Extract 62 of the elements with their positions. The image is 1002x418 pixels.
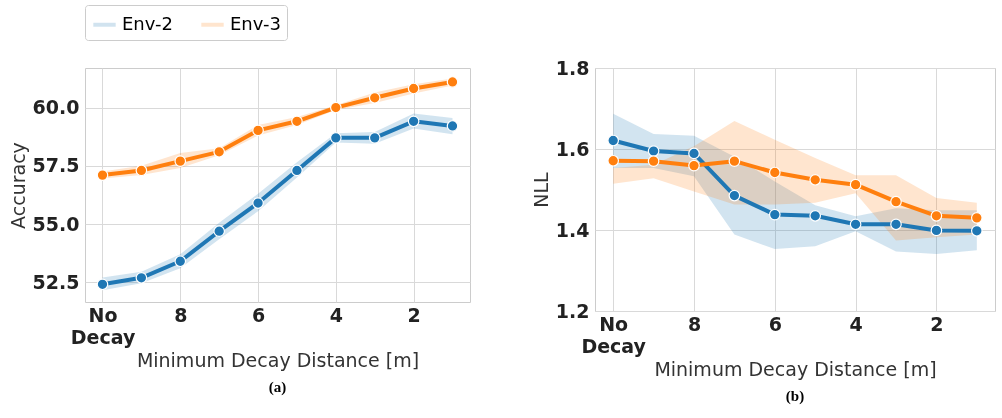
point [970,224,983,237]
point [329,132,342,144]
point [96,169,109,181]
y-axis-title: Accuracy [6,142,29,229]
point [647,155,660,167]
x-axis-title: Minimum Decay Distance [m] [654,357,937,380]
point [728,189,741,202]
x-tick-label: 2 [930,312,944,335]
point [688,147,700,160]
x-tick-label: 2 [407,303,421,326]
x-tick-label: 4 [329,303,343,326]
point [135,164,148,177]
point [809,209,822,222]
point [607,154,620,167]
legend-label: Env-3 [230,12,281,34]
point [368,91,381,104]
y-tick-label: 1.6 [555,137,590,160]
y-tick-label: 60.0 [32,96,80,119]
text: (b) [785,388,805,405]
point [368,132,381,144]
point [970,212,983,224]
point [446,76,459,88]
point [174,155,187,167]
point [213,225,226,238]
point [647,145,660,157]
y-axis-title: NLL [529,171,552,208]
x-axis-title: Minimum Decay Distance [m] [136,348,420,371]
point [407,82,420,95]
point [890,218,902,231]
point [930,224,943,237]
y-tick-label: 55.0 [32,212,80,235]
legend-label: Env-2 [122,12,173,34]
y-tick-label: 1.8 [555,56,590,79]
point [688,159,700,172]
point [728,155,741,167]
point [930,209,943,222]
y-tick-label: 57.5 [32,154,80,177]
x-tick-label: 8 [687,312,702,335]
y-tick-label: 52.5 [32,270,80,293]
point [291,164,303,177]
point [174,255,187,268]
point [849,218,862,231]
point [96,278,109,291]
point [890,195,902,208]
point [407,115,420,128]
text: (a) [268,379,287,396]
point [809,173,822,186]
point [135,271,148,284]
point [252,124,264,137]
x-tick-label: 6 [768,312,782,335]
point [446,120,459,132]
point [291,115,303,128]
y-tick-label: 1.4 [555,218,590,241]
point [849,178,862,191]
point [607,134,620,147]
x-tick-label: 6 [251,303,266,326]
x-tick-label: 8 [174,303,188,326]
x-tick-label: 4 [849,312,863,335]
point [252,197,264,209]
x-tick-label: No Decay [70,303,136,348]
point [768,208,781,221]
point [768,166,781,179]
